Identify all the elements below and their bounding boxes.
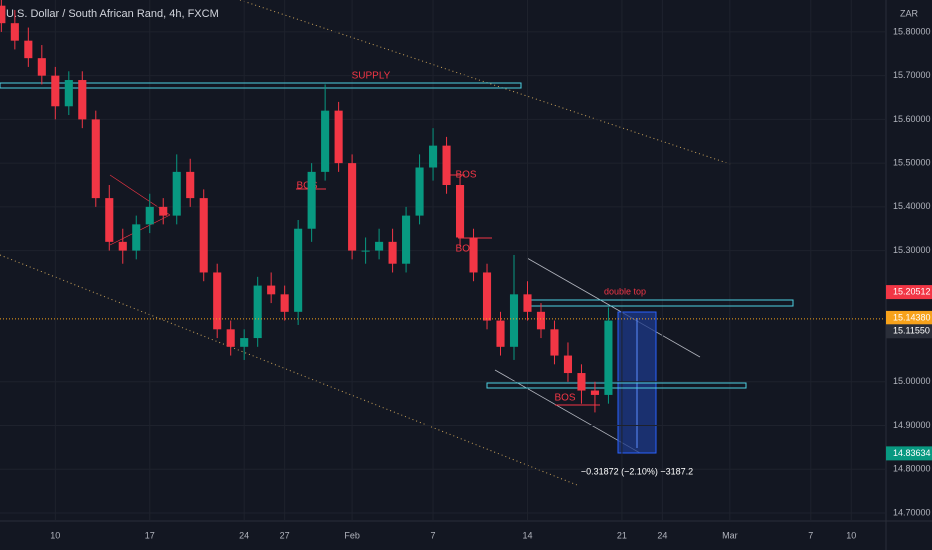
candle-body [132,224,141,251]
candle-body [577,373,586,391]
candle-body [199,198,208,273]
candle-body [550,329,559,356]
y-tick-label: 14.80000 [893,464,931,474]
x-tick-label: Mar [722,530,738,540]
x-tick-label: 17 [145,530,155,540]
bos-label: BOS [296,181,317,192]
x-tick-label: 10 [50,530,60,540]
x-tick-label: 10 [846,530,856,540]
candle-body [145,206,154,225]
candle-body [105,198,114,242]
y-tick-label: 15.00000 [893,376,931,386]
candle-body [10,23,19,41]
candle-body [267,285,276,295]
candle-body [24,40,33,59]
candle-body [334,110,343,164]
channel-line [526,257,701,358]
x-tick-label: 24 [657,530,667,540]
y-tick-label: 14.90000 [893,420,931,430]
x-tick-label: Feb [344,530,360,540]
candle-body [321,110,330,172]
candle-body [442,145,451,185]
candle-body [536,311,546,330]
candle-body [159,206,168,216]
supply-zone [0,82,522,89]
x-tick-label: 14 [522,530,532,540]
candle-body [280,294,289,312]
currency-label: ZAR [900,8,919,18]
candle-body [361,250,370,252]
candle-body [91,119,100,199]
y-tick-label: 14.70000 [893,507,931,517]
bos-label: BOS [455,170,476,181]
candle-body [64,80,73,107]
candle-body [429,145,438,168]
x-tick-label: 21 [617,530,627,540]
x-tick-label: 7 [431,530,436,540]
x-tick-label: 27 [280,530,290,540]
candle-body [563,355,573,374]
candle-body [496,320,505,347]
y-tick-label: 15.70000 [893,70,931,80]
candle-body [37,58,46,76]
candle-body [469,237,478,273]
y-tick-label: 15.30000 [893,245,931,255]
chart-title: U.S. Dollar / South African Rand, 4h, FX… [6,8,219,20]
candle-body [118,241,127,251]
candle-body [402,215,411,264]
candle-body [294,228,303,312]
candle-body [226,329,235,347]
candle-body [388,241,397,264]
y-tick-label: 15.60000 [893,114,931,124]
support-zone [486,382,747,389]
x-tick-label: 24 [239,530,249,540]
candle-body [0,5,6,24]
supply-label: SUPPLY [352,71,391,82]
price-tag [886,285,932,300]
double-top-label: double top [604,286,646,296]
candle-body [78,80,87,120]
y-tick-label: 15.80000 [893,26,931,36]
candle-body [604,320,613,395]
candle-body [307,171,316,229]
price-tag [886,324,932,339]
x-tick-label: 7 [808,530,813,540]
candle-body [51,75,60,107]
candle-body [375,241,384,251]
candle-body [590,390,599,395]
candle-body [186,171,195,199]
y-tick-label: 15.50000 [893,158,931,168]
candle-body [415,167,424,216]
candle-body [523,294,532,312]
candle-body [455,184,465,238]
y-tick-label: 15.40000 [893,201,931,211]
candle-body [253,285,262,339]
price-tag-label: 14.83634 [893,448,931,458]
channel-line [494,369,641,454]
candle-body [213,272,222,330]
candle-body [482,272,492,321]
price-tag-label: 15.14380 [893,312,931,322]
candle-body [509,294,519,347]
candle-body [348,163,357,251]
bos-label: BOS [455,244,476,255]
measure-label: −0.31872 (−2.10%) −3187.2 [581,466,693,476]
candle-body [240,338,249,347]
price-tag-label: 15.20512 [893,286,931,296]
bos-label: BOS [554,393,575,404]
price-tag-label: 15.11550 [893,326,930,336]
candle-body [172,171,181,216]
price-tag [886,446,932,461]
